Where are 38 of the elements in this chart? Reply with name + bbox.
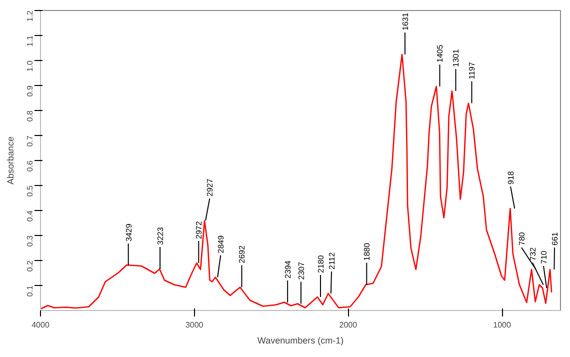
x-axis-title: Wavenumbers (cm-1): [257, 336, 344, 346]
x-tick-label: 1000: [493, 320, 512, 330]
y-tick-label: 0.7: [26, 134, 34, 147]
y-tick-label: 1.2: [26, 10, 34, 22]
annotation: 780: [518, 232, 526, 246]
annotation: 1631: [400, 12, 410, 30]
annotation: 710: [540, 250, 548, 264]
annotation: 1405: [436, 44, 445, 62]
annotation: 1197: [468, 61, 477, 80]
y-tick-label: 0.4: [26, 210, 34, 222]
y-tick-label: 0.3: [26, 234, 34, 247]
annotation: 2927: [206, 178, 215, 196]
annotation: 3429: [124, 223, 134, 242]
y-tick-label: 1.0: [26, 60, 34, 72]
annotation: 661: [550, 232, 560, 246]
annotation: 1301: [452, 48, 461, 67]
x-tick-label: 2000: [339, 320, 358, 330]
annotation: 2394: [284, 260, 293, 278]
annotation: 918: [506, 170, 516, 184]
y-tick-label: 0.2: [26, 260, 34, 272]
y-tick-label: 0.9: [26, 84, 34, 97]
y-tick-label: 0.8: [26, 110, 34, 122]
annotation: 732: [528, 246, 538, 261]
y-tick-label: 0.5: [26, 184, 34, 197]
y-axis-title: Absorbance: [6, 136, 16, 185]
annotation: 2849: [216, 234, 226, 254]
annotation: 2180: [316, 254, 326, 273]
y-tick-label: 0.6: [26, 160, 34, 172]
annotation: 2112: [328, 252, 336, 270]
annotation: 2307: [296, 261, 306, 280]
annotation: 3223: [156, 226, 166, 245]
x-tick-label: 3000: [185, 320, 204, 330]
annotation: 2972: [194, 220, 204, 239]
y-tick-label: 0.1: [26, 284, 34, 297]
annotation: 2692: [238, 244, 247, 264]
x-tick-label: 4000: [32, 320, 50, 330]
annotation: 1880: [362, 242, 372, 261]
y-tick-label: 1.1: [26, 34, 34, 47]
